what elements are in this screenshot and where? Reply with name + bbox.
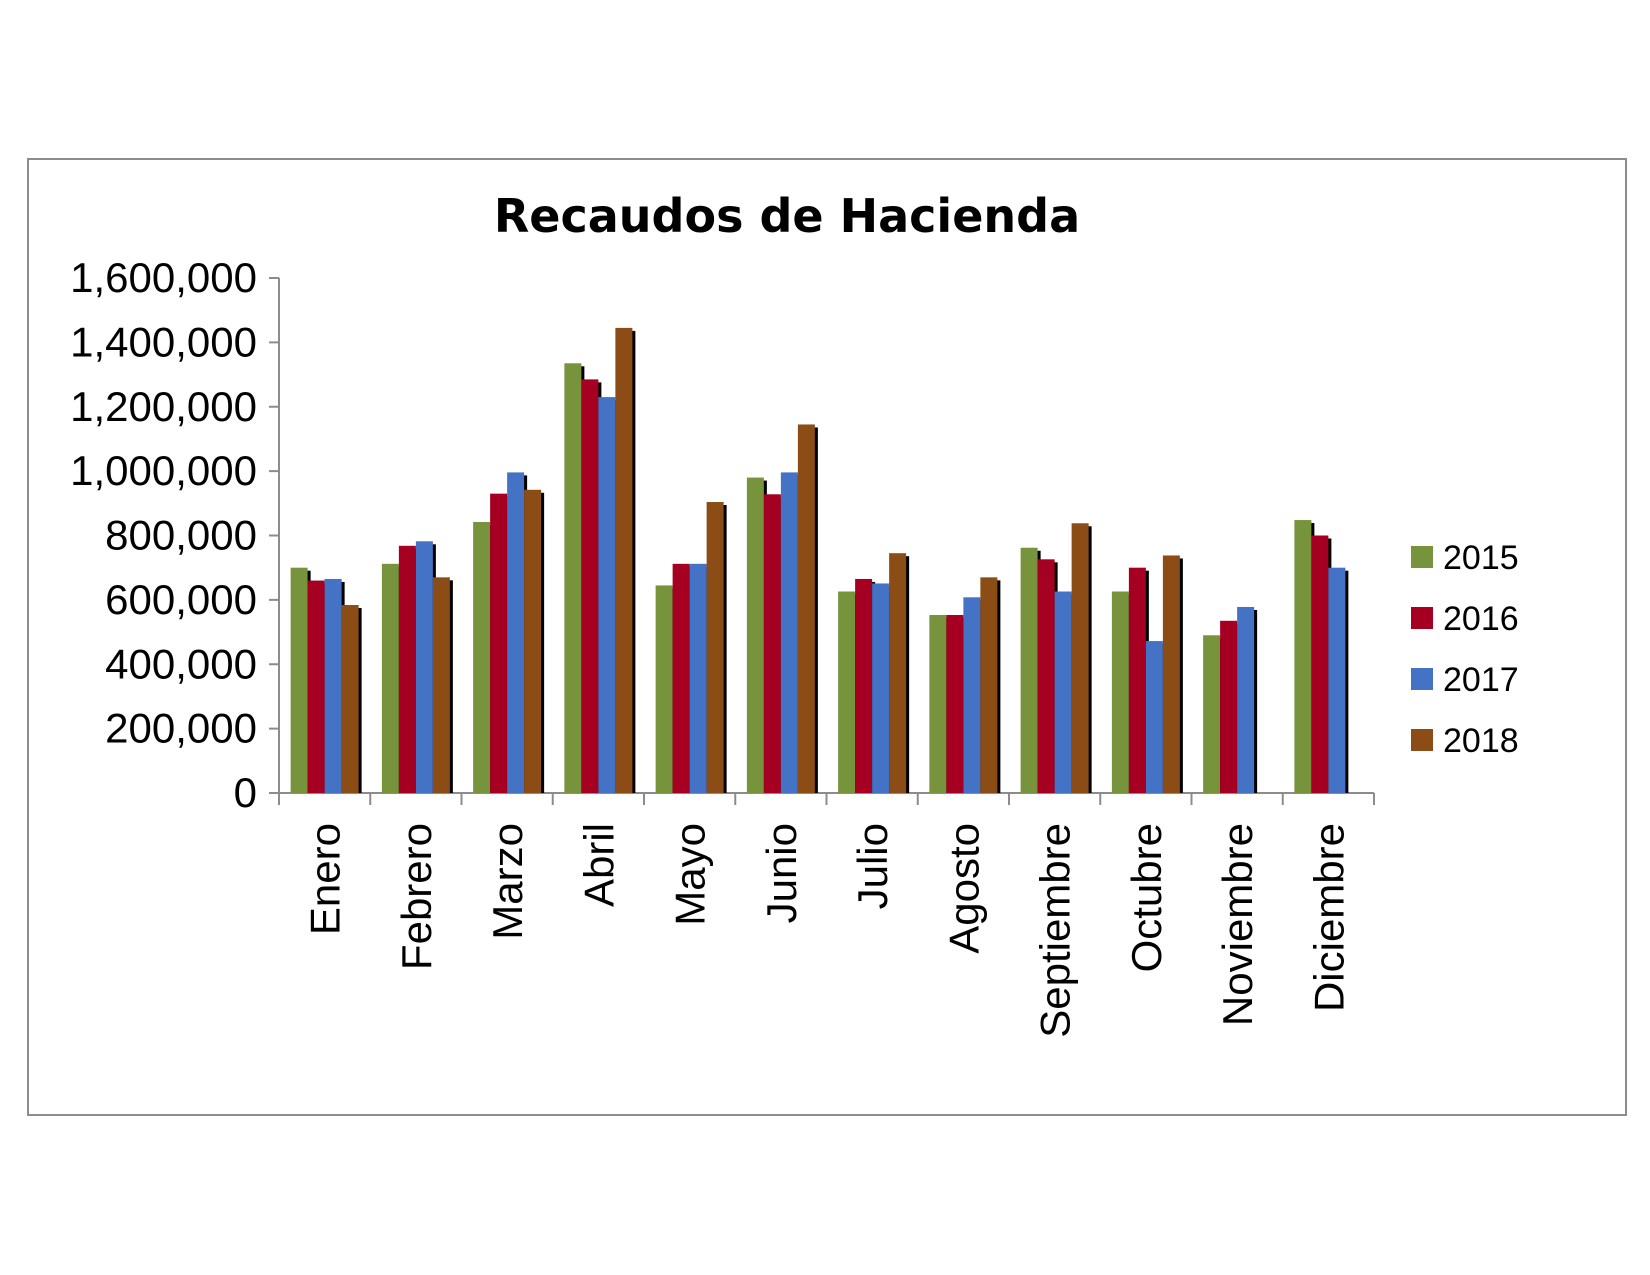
y-tick-label: 1,600,000	[70, 254, 257, 301]
y-tick-label: 600,000	[105, 576, 257, 623]
x-axis: Enero Febrero Marzo Abril Mayo Junio Julio Agos…	[278, 792, 1375, 1038]
bar	[1237, 606, 1255, 793]
legend: 2015 2016 2017 2018	[1411, 539, 1519, 760]
x-tick-label: Marzo	[484, 823, 531, 940]
bar	[598, 397, 616, 793]
legend-swatch	[1411, 729, 1433, 751]
bar	[398, 545, 416, 793]
bar	[1220, 620, 1238, 793]
bar	[1054, 591, 1072, 793]
bar	[615, 327, 633, 793]
bars	[290, 327, 1349, 793]
bar	[1111, 591, 1129, 793]
x-tick-label: Diciembre	[1305, 823, 1352, 1012]
y-axis: 0 200,000 400,000 600,000 800,000 1,000,000 1,…	[70, 254, 280, 816]
bar	[655, 585, 673, 793]
bar	[746, 477, 764, 793]
x-tick-label: Junio	[758, 823, 805, 923]
bar	[415, 541, 433, 793]
bar	[1037, 559, 1055, 793]
bar	[432, 577, 450, 793]
bar	[473, 521, 491, 793]
bar	[780, 472, 798, 793]
bar	[1162, 555, 1180, 793]
bar	[1203, 635, 1221, 793]
y-tick-label: 200,000	[105, 705, 257, 752]
y-tick-label: 800,000	[105, 512, 257, 559]
bar	[341, 605, 359, 793]
bar	[1020, 547, 1038, 793]
bar	[507, 472, 525, 793]
legend-label: 2015	[1443, 539, 1519, 577]
x-tick-label: Octubre	[1123, 823, 1170, 972]
legend-label: 2017	[1443, 661, 1519, 699]
chart-title: Recaudos de Hacienda	[494, 189, 1080, 243]
y-tick-label: 1,400,000	[70, 318, 257, 365]
bar	[929, 615, 947, 793]
bar	[290, 567, 308, 793]
bar	[672, 563, 690, 793]
bar	[963, 597, 981, 793]
bar	[381, 563, 399, 793]
x-tick-label: Enero	[302, 823, 349, 935]
bar	[1071, 523, 1089, 793]
legend-label: 2018	[1443, 722, 1519, 760]
bar	[838, 591, 856, 793]
bar	[797, 424, 815, 793]
bar	[1294, 520, 1312, 793]
y-tick-label: 0	[234, 769, 257, 816]
bar	[1311, 535, 1329, 793]
x-tick-label: Agosto	[940, 823, 987, 954]
y-tick-label: 400,000	[105, 640, 257, 687]
bar	[307, 580, 325, 793]
x-tick-label: Abril	[575, 823, 622, 907]
legend-swatch	[1411, 607, 1433, 629]
bar	[1145, 641, 1163, 793]
y-tick-label: 1,000,000	[70, 447, 257, 494]
bar	[581, 379, 599, 793]
legend-swatch	[1411, 546, 1433, 568]
bar	[564, 363, 582, 793]
bar	[1328, 567, 1346, 793]
x-tick-label: Mayo	[667, 823, 714, 926]
bar-chart: Recaudos de Hacienda 0 200,000 400,000 600,…	[70, 189, 1519, 1038]
x-tick-label: Septiembre	[1032, 823, 1079, 1038]
legend-label: 2016	[1443, 600, 1519, 638]
bar	[763, 494, 781, 793]
x-tick-label: Febrero	[393, 823, 440, 970]
bar	[872, 583, 890, 793]
bar	[706, 502, 724, 793]
bar	[490, 493, 508, 793]
chart-frame: Recaudos de Hacienda 0 200,000 400,000 600,…	[27, 158, 1627, 1116]
x-tick-label: Noviembre	[1214, 823, 1261, 1026]
legend-swatch	[1411, 668, 1433, 690]
x-tick-label: Julio	[849, 823, 896, 909]
bar	[980, 577, 998, 793]
bar	[889, 553, 907, 793]
bar	[689, 563, 707, 793]
bar	[855, 578, 873, 793]
bar	[1128, 567, 1146, 793]
bar	[946, 615, 964, 793]
bar	[524, 489, 542, 793]
y-tick-label: 1,200,000	[70, 383, 257, 430]
bar	[324, 578, 342, 793]
